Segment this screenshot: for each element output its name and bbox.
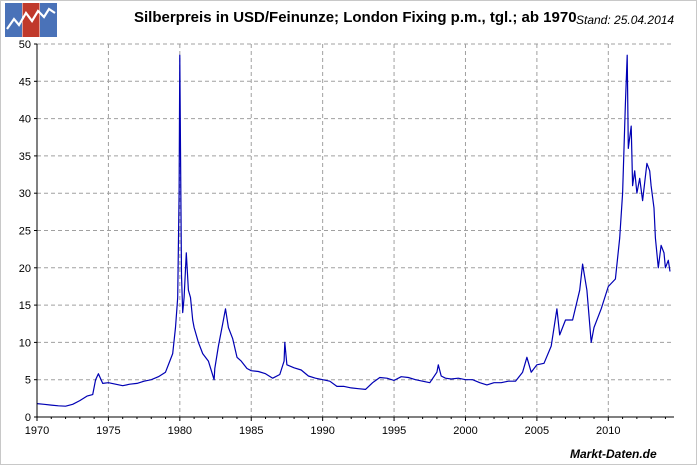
rising-chart-logo-icon: [5, 3, 57, 37]
series-line-0: [36, 54, 671, 407]
y-tick-label: 50: [19, 39, 31, 51]
y-tick-label: 45: [19, 76, 31, 88]
x-tick-label: 1985: [239, 425, 263, 437]
x-tick-label: 1995: [382, 425, 406, 437]
series-layer: [36, 54, 671, 407]
grid-layer: [37, 43, 674, 417]
stand-date: Stand: 25.04.2014: [576, 13, 675, 27]
chart-title: Silberpreis in USD/Feinunze; London Fixi…: [134, 9, 577, 26]
y-tick-label: 15: [19, 300, 31, 312]
x-tick-label: 1980: [168, 425, 192, 437]
axis-layer: [34, 43, 674, 421]
y-tick-label: 5: [25, 375, 31, 387]
logo-trend-line: [6, 7, 56, 30]
x-tick-label: 2010: [596, 425, 620, 437]
y-tick-label: 20: [19, 263, 31, 275]
y-tick-label: 0: [25, 412, 31, 424]
x-tick-label: 1975: [96, 425, 120, 437]
y-tick-label: 40: [19, 114, 31, 126]
x-tick-label: 1990: [310, 425, 334, 437]
y-tick-label: 25: [19, 226, 31, 238]
x-tick-label: 1970: [25, 425, 49, 437]
label-layer: 0 5 10 15 20 25 30 35 40 45 50 1970 1975 1980 1985 1990…: [19, 39, 621, 437]
source-label: Markt-Daten.de: [570, 447, 657, 461]
y-tick-label: 10: [19, 337, 31, 349]
y-tick-label: 35: [19, 151, 31, 163]
x-tick-label: 2005: [525, 425, 549, 437]
y-tick-label: 30: [19, 188, 31, 200]
x-tick-label: 2000: [453, 425, 477, 437]
